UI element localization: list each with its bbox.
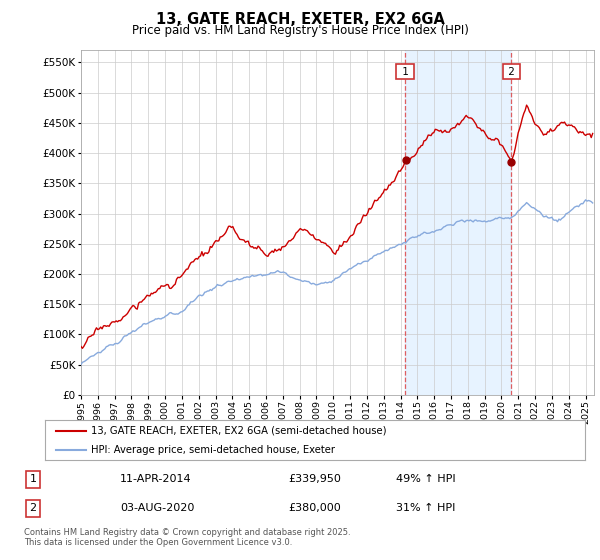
Text: 1: 1 bbox=[29, 474, 37, 484]
Text: 49% ↑ HPI: 49% ↑ HPI bbox=[396, 474, 455, 484]
Bar bbox=[405, 50, 511, 395]
Text: Price paid vs. HM Land Registry's House Price Index (HPI): Price paid vs. HM Land Registry's House … bbox=[131, 24, 469, 37]
Text: 1: 1 bbox=[398, 67, 412, 77]
Text: 2: 2 bbox=[29, 503, 37, 514]
Text: £380,000: £380,000 bbox=[288, 503, 341, 514]
Text: 31% ↑ HPI: 31% ↑ HPI bbox=[396, 503, 455, 514]
Text: HPI: Average price, semi-detached house, Exeter: HPI: Average price, semi-detached house,… bbox=[91, 445, 335, 455]
Text: 11-APR-2014: 11-APR-2014 bbox=[120, 474, 191, 484]
Text: 03-AUG-2020: 03-AUG-2020 bbox=[120, 503, 194, 514]
Text: 2: 2 bbox=[505, 67, 518, 77]
Text: £339,950: £339,950 bbox=[288, 474, 341, 484]
Text: 13, GATE REACH, EXETER, EX2 6GA: 13, GATE REACH, EXETER, EX2 6GA bbox=[155, 12, 445, 27]
Text: Contains HM Land Registry data © Crown copyright and database right 2025.
This d: Contains HM Land Registry data © Crown c… bbox=[24, 528, 350, 547]
Text: 13, GATE REACH, EXETER, EX2 6GA (semi-detached house): 13, GATE REACH, EXETER, EX2 6GA (semi-de… bbox=[91, 426, 386, 436]
